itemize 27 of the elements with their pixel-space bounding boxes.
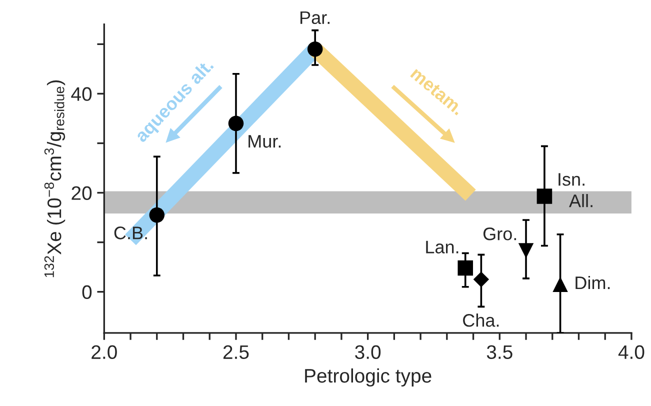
x-tick-label: 2.5 — [223, 345, 249, 360]
x-tick-label: 3.0 — [355, 345, 381, 360]
x-tick-label: 2.0 — [92, 345, 117, 360]
series-label: Isn. — [558, 173, 584, 186]
y-axis-title: $^{132}$Xe (10$^{−8}$cm$^{3}$/g$_{residue}$) — [44, 80, 66, 278]
point — [228, 116, 244, 132]
point — [458, 260, 474, 276]
series-label: Lan. — [426, 240, 458, 254]
point — [536, 188, 552, 204]
x-tick-label: 3.5 — [486, 345, 512, 360]
series-label: C.B. — [114, 226, 147, 240]
point — [473, 272, 490, 288]
series-label: Dim. — [576, 276, 610, 290]
band-label: All. — [569, 194, 592, 208]
y-tick-label: 0 — [82, 285, 92, 300]
y-tick-label: 40 — [71, 87, 92, 101]
series-label: Gro. — [483, 227, 516, 240]
y-tick-label: 20 — [72, 186, 92, 200]
point — [518, 243, 534, 258]
series-label: Cha. — [463, 314, 499, 327]
x-axis-title: Petrologic type — [305, 368, 432, 387]
point — [552, 276, 568, 292]
series-label: Mur. — [248, 135, 281, 148]
point — [307, 41, 323, 57]
x-tick-label: 4.0 — [618, 345, 644, 360]
point — [149, 207, 165, 223]
series-label: Par. — [300, 11, 330, 24]
